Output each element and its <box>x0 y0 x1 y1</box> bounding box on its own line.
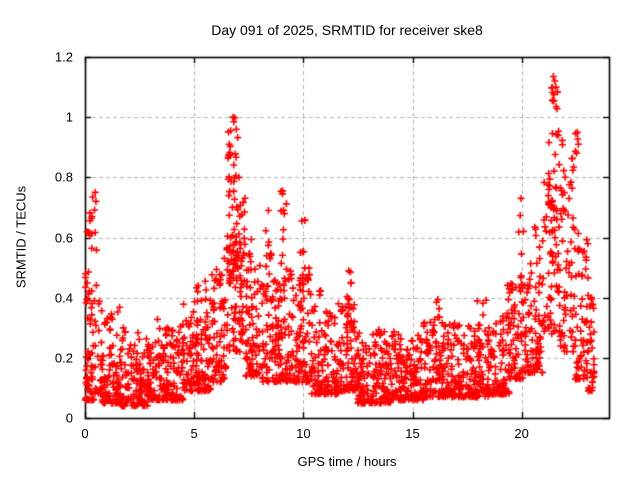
x-tick-label: 5 <box>190 426 198 441</box>
x-axis-label: GPS time / hours <box>297 454 397 469</box>
x-tick-label: 15 <box>405 426 420 441</box>
y-tick-label: 0.2 <box>54 350 73 366</box>
chart-title: Day 091 of 2025, SRMTID for receiver ske… <box>211 22 483 38</box>
y-tick-label: 1 <box>65 109 73 125</box>
x-tick-label: 0 <box>81 426 89 441</box>
x-tick-label: 20 <box>514 426 529 441</box>
y-tick-label: 1.2 <box>54 49 73 65</box>
y-tick-label: 0.4 <box>54 290 73 306</box>
y-tick-label: 0.8 <box>54 169 73 185</box>
y-tick-label: 0.6 <box>54 230 73 245</box>
y-tick-label: 0 <box>65 410 73 426</box>
x-tick-label: 10 <box>296 426 311 441</box>
